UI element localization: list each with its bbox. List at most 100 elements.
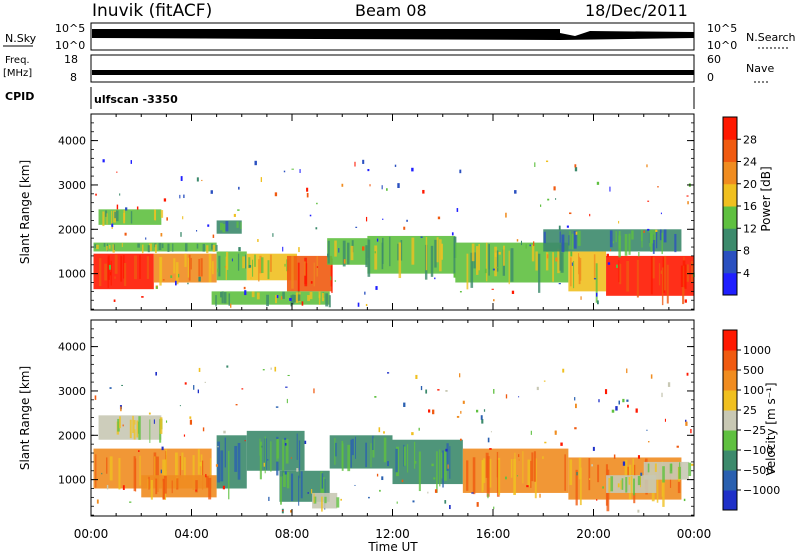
x-tick-label: 16:00 (476, 527, 511, 541)
power-echo-point (505, 212, 507, 218)
power-echo-point (299, 169, 301, 173)
power-echo-point (114, 276, 116, 279)
velocity-echo-point (101, 472, 103, 475)
power-echo-point (179, 194, 181, 199)
velocity-echo-point (368, 496, 370, 499)
velocity-echo-point (290, 457, 292, 459)
colorbar-tick-label: −25 (743, 424, 766, 437)
power-echo-streak (188, 254, 191, 281)
velocity-echo-point (290, 510, 292, 513)
velocity-echo-streak (179, 456, 181, 478)
power-echo-streak (240, 222, 242, 230)
velocity-echo-streak (628, 476, 631, 485)
velocity-echo-streak (163, 475, 167, 494)
velocity-echo-point (198, 367, 201, 372)
velocity-echo-streak (355, 436, 357, 459)
velocity-echo-point (304, 440, 307, 445)
velocity-echo-streak (533, 451, 536, 482)
power-colorbar-swatch (723, 117, 737, 140)
velocity-echo-streak (119, 416, 121, 429)
power-echo-streak (350, 245, 354, 261)
power-echo-streak (149, 243, 152, 251)
power-echo-streak (659, 229, 662, 241)
velocity-echo-point (195, 489, 197, 492)
velocity-echo-streak (109, 456, 113, 481)
power-echo-streak (619, 263, 622, 285)
power-colorbar-swatch (723, 161, 737, 185)
power-echo-streak (111, 210, 113, 226)
velocity-echo-point (598, 399, 600, 403)
power-colorbar-swatch (723, 228, 737, 251)
power-echo-streak (578, 256, 580, 285)
velocity-echo-point (575, 403, 577, 409)
power-echo-point (382, 218, 384, 220)
colorbar-tick-label: 100 (743, 384, 764, 397)
power-echo-streak (187, 257, 190, 278)
velocity-echo-point (199, 462, 202, 467)
power-echo-streak (161, 243, 164, 249)
power-echo-streak (471, 243, 475, 262)
velocity-echo-streak (413, 441, 416, 469)
velocity-echo-streak (365, 442, 367, 468)
velocity-echo-point (622, 461, 626, 466)
velocity-echo-point (487, 437, 490, 443)
power-echo-streak (342, 240, 346, 267)
power-echo-streak (167, 243, 170, 252)
power-echo-point (386, 188, 388, 191)
velocity-echo-point (676, 445, 679, 448)
velocity-echo-streak (139, 455, 141, 486)
velocity-echo-point (122, 424, 124, 427)
x-tick-label: 00:00 (677, 527, 712, 541)
velocity-echo-streak (439, 449, 441, 487)
velocity-echo-point (626, 368, 628, 374)
velocity-echo-point (505, 394, 508, 399)
power-echo-point (406, 219, 408, 222)
velocity-echo-point (235, 404, 238, 406)
power-echo-streak (690, 260, 694, 283)
velocity-echo-streak (286, 472, 290, 489)
velocity-echo-point (153, 419, 155, 424)
velocity-echo-point (544, 441, 547, 444)
freq-strip: Freq. [MHz] 18 8 60 0 Nave (3, 53, 774, 84)
power-echo-point (166, 217, 168, 221)
velocity-echo-streak (117, 418, 120, 432)
power-echo-point (574, 164, 577, 168)
velocity-echo-streak (383, 437, 387, 463)
velocity-echo-point (204, 381, 206, 383)
power-echo-streak (662, 256, 665, 293)
y-tick-label: 4000 (58, 341, 86, 354)
power-echo-streak (316, 256, 318, 277)
velocity-echo-point (428, 409, 431, 413)
power-echo-point (283, 170, 286, 173)
velocity-echo-point (447, 464, 449, 469)
velocity-echo-streak (678, 466, 681, 479)
velocity-echo-point (197, 389, 200, 394)
velocity-echo-streak (217, 441, 221, 483)
velocity-echo-point (120, 406, 122, 412)
power-echo-point (596, 300, 599, 305)
velocity-echo-point (539, 493, 541, 498)
velocity-echo-point (244, 440, 246, 442)
power-echo-point (394, 164, 397, 167)
power-echo-point (257, 239, 259, 242)
power-echo-point (224, 266, 227, 268)
power-echo-point (456, 208, 459, 212)
power-echo-streak (184, 243, 188, 252)
power-echo-point (575, 231, 578, 235)
velocity-echo-point (109, 387, 112, 389)
power-echo-streak (686, 264, 689, 282)
nsky-trace (92, 29, 694, 50)
x-tick-label: 00:00 (74, 527, 109, 541)
velocity-echo-streak (280, 476, 282, 505)
power-echo-streak (114, 254, 118, 274)
power-echo-streak (248, 257, 251, 269)
velocity-echo-point (226, 365, 229, 368)
velocity-echo-point (379, 489, 381, 492)
power-echo-point (310, 281, 313, 284)
velocity-echo-point (613, 454, 616, 459)
velocity-echo-point (661, 392, 663, 398)
velocity-echo-point (215, 464, 219, 467)
velocity-echo-streak (201, 460, 204, 490)
velocity-echo-point (476, 409, 479, 413)
power-echo-streak (147, 245, 150, 253)
